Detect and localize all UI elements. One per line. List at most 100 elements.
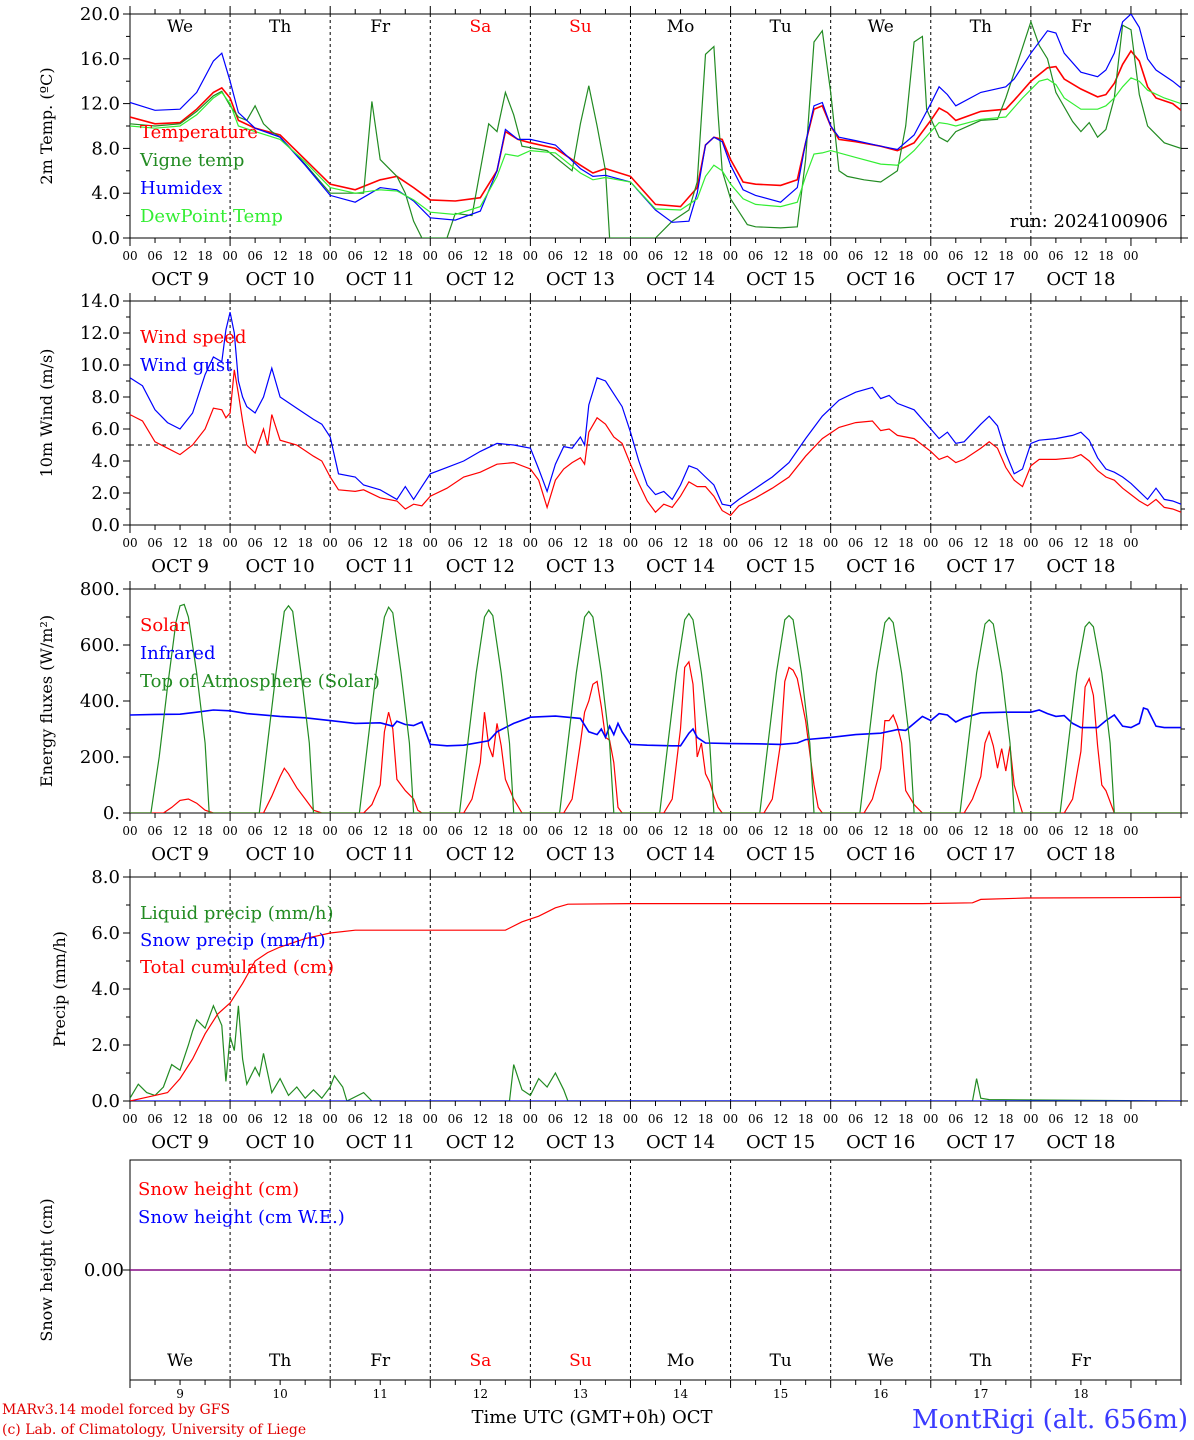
date-label: OCT 17: [946, 844, 1015, 865]
hour-tick-label: 12: [273, 536, 288, 550]
hour-tick-label: 00: [222, 249, 237, 263]
hour-tick-label: 12: [773, 536, 788, 550]
series-line: [130, 312, 1181, 507]
hour-tick-label: 06: [748, 249, 763, 263]
hour-tick-label: 12: [172, 536, 187, 550]
day-number-label: 12: [473, 1387, 488, 1401]
hour-tick-label: 12: [573, 249, 588, 263]
legend-entry: Infrared: [140, 643, 215, 664]
hour-tick-label: 00: [723, 1112, 738, 1126]
day-name-label: Mo: [667, 17, 695, 37]
hour-tick-label: 12: [172, 249, 187, 263]
hour-tick-label: 12: [873, 536, 888, 550]
hour-tick-label: 00: [1023, 824, 1038, 838]
hour-tick-label: 18: [698, 1112, 713, 1126]
day-number-label: 15: [773, 1387, 788, 1401]
legend-entry: Vigne temp: [139, 150, 244, 171]
snow-height-panel: 0.00 Snow height (cm) We Th Fr Sa Su Mo Tu We Th Fr…: [37, 1159, 1182, 1401]
y-tick-label: 200.: [80, 747, 120, 768]
hour-tick-label: 00: [823, 536, 838, 550]
date-label: OCT 15: [746, 556, 815, 577]
temperature-panel: 0.0 4.0 8.0 12.0 16.0 20.0 2m Temp. (ºC) 00 06 12…: [37, 4, 1188, 290]
y-tick-label: 14.0: [80, 291, 120, 312]
hour-tick-label: 12: [473, 249, 488, 263]
day-name-label: Fr: [370, 17, 391, 37]
date-label: OCT 11: [346, 556, 415, 577]
date-label: OCT 15: [746, 269, 815, 290]
hour-tick-label: 06: [948, 1112, 963, 1126]
hour-tick-label: 00: [323, 536, 338, 550]
hour-tick-label: 12: [172, 824, 187, 838]
y-axis-label: Snow height (cm): [37, 1198, 56, 1341]
hour-tick-label: 06: [348, 249, 363, 263]
series-line: [130, 19, 1181, 238]
y-tick-label: 20.0: [80, 4, 120, 25]
legend-entry: DewPoint Temp: [140, 206, 283, 227]
day-name-label: We: [868, 1351, 894, 1371]
hour-tick-label: 00: [823, 1112, 838, 1126]
y-tick-label: 16.0: [80, 49, 120, 70]
hour-tick-label: 18: [498, 824, 513, 838]
run-label: run: 2024100906: [1010, 211, 1168, 232]
hour-tick-label: 00: [323, 249, 338, 263]
legend-entry: Snow height (cm W.E.): [138, 1207, 345, 1228]
hour-tick-label: 12: [373, 824, 388, 838]
hour-tick-label: 06: [748, 1112, 763, 1126]
hour-tick-label: 12: [773, 824, 788, 838]
hour-tick-label: 18: [598, 249, 613, 263]
y-tick-label: 4.0: [91, 979, 120, 1000]
date-label: OCT 10: [246, 1132, 315, 1153]
hour-tick-label: 12: [1073, 536, 1088, 550]
date-label: OCT 13: [546, 1132, 615, 1153]
hour-tick-label: 00: [923, 536, 938, 550]
hour-tick-label: 06: [548, 824, 563, 838]
legend-entry: Top of Atmosphere (Solar): [140, 671, 380, 692]
hour-tick-label: 00: [723, 249, 738, 263]
date-label: OCT 10: [246, 556, 315, 577]
hour-tick-label: 00: [423, 536, 438, 550]
date-label: OCT 9: [151, 1132, 209, 1153]
hour-tick-label: 18: [197, 1112, 212, 1126]
hour-tick-label: 12: [273, 1112, 288, 1126]
hour-tick-label: 06: [648, 536, 663, 550]
hour-tick-label: 00: [1123, 536, 1138, 550]
date-label: OCT 12: [446, 269, 515, 290]
day-number-label: 9: [176, 1387, 184, 1401]
day-name-label: Su: [569, 1351, 592, 1371]
hour-tick-label: 00: [1023, 1112, 1038, 1126]
hour-tick-label: 18: [197, 249, 212, 263]
hour-tick-label: 18: [798, 536, 813, 550]
hour-tick-label: 00: [823, 824, 838, 838]
model-credit: MARv3.14 model forced by GFS: [2, 1402, 230, 1418]
hour-tick-label: 12: [473, 1112, 488, 1126]
y-tick-label: 8.0: [91, 387, 120, 408]
day-name-label: Fr: [1071, 1351, 1092, 1371]
y-tick-label: 8.0: [91, 138, 120, 159]
hour-tick-label: 18: [398, 249, 413, 263]
hour-tick-label: 00: [523, 1112, 538, 1126]
day-number-label: 18: [1073, 1387, 1088, 1401]
hour-tick-label: 18: [898, 249, 913, 263]
hour-tick-label: 18: [798, 249, 813, 263]
hour-tick-label: 18: [498, 536, 513, 550]
hour-tick-label: 18: [898, 536, 913, 550]
date-label: OCT 18: [1046, 556, 1115, 577]
hour-tick-label: 06: [848, 249, 863, 263]
hour-tick-label: 18: [698, 824, 713, 838]
hour-tick-label: 06: [1048, 249, 1063, 263]
day-name-label: Sa: [469, 17, 491, 37]
hour-tick-label: 00: [222, 1112, 237, 1126]
hour-tick-label: 18: [798, 1112, 813, 1126]
date-label: OCT 11: [346, 269, 415, 290]
hour-tick-label: 12: [873, 824, 888, 838]
hour-tick-label: 00: [623, 824, 638, 838]
hour-tick-label: 06: [848, 536, 863, 550]
hour-tick-label: 00: [623, 1112, 638, 1126]
hour-tick-label: 06: [147, 536, 162, 550]
day-name-label: We: [868, 17, 894, 37]
hour-tick-label: 12: [973, 824, 988, 838]
y-tick-label: 800.: [80, 579, 120, 600]
hour-tick-label: 06: [348, 536, 363, 550]
series-line: [130, 706, 1181, 747]
